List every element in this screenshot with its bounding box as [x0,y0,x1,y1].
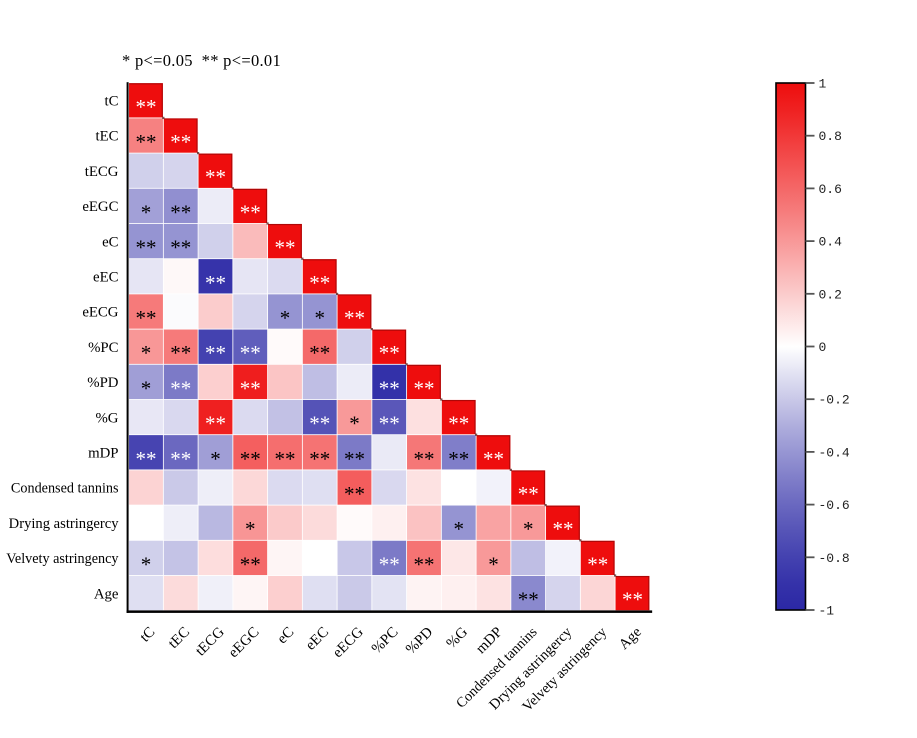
svg-text:**: ** [448,447,469,471]
svg-text:**: ** [413,552,434,576]
svg-text:-0.2: -0.2 [819,393,850,408]
svg-text:*: * [141,552,152,576]
svg-text:*: * [349,412,360,436]
svg-text:mDP: mDP [88,446,118,462]
svg-text:%PC: %PC [88,340,119,356]
svg-text:eECG: eECG [82,305,118,321]
svg-text:**: ** [379,552,400,576]
svg-text:**: ** [274,236,295,260]
svg-text:eC: eC [102,234,119,250]
svg-text:*: * [141,376,152,400]
svg-text:-0.4: -0.4 [819,445,850,460]
svg-text:-0.6: -0.6 [819,498,850,513]
svg-text:*: * [488,552,499,576]
svg-text:%G: %G [95,410,118,426]
svg-text:**: ** [205,412,226,436]
svg-text:**: ** [413,376,434,400]
svg-text:Velvety astringency: Velvety astringency [6,551,119,567]
svg-text:**: ** [413,447,434,471]
svg-text:**: ** [205,341,226,365]
svg-text:**: ** [448,412,469,436]
svg-text:**: ** [170,130,191,154]
svg-text:1: 1 [819,77,827,92]
svg-text:0.4: 0.4 [819,235,843,250]
svg-text:**: ** [240,447,261,471]
svg-text:**: ** [240,200,261,224]
svg-text:**: ** [379,376,400,400]
svg-text:**: ** [135,95,156,119]
svg-text:**: ** [170,341,191,365]
svg-text:**: ** [135,236,156,260]
svg-text:0: 0 [819,340,827,355]
svg-text:eEGC: eEGC [82,199,118,215]
svg-text:*: * [314,306,325,330]
svg-text:**: ** [170,376,191,400]
svg-text:*: * [210,447,221,471]
svg-text:*: * [280,306,291,330]
svg-text:**: ** [379,412,400,436]
svg-text:Age: Age [94,586,119,602]
svg-text:**: ** [205,165,226,189]
svg-text:-0.8: -0.8 [819,551,850,566]
svg-text:-1: -1 [819,604,835,619]
svg-text:**: ** [170,236,191,260]
svg-text:**: ** [240,341,261,365]
svg-text:eEC: eEC [93,270,119,286]
svg-text:**: ** [552,517,573,541]
svg-text:**: ** [344,482,365,506]
svg-text:**: ** [170,447,191,471]
svg-text:**: ** [135,306,156,330]
svg-text:**: ** [274,447,295,471]
svg-text:**: ** [135,130,156,154]
svg-text:**: ** [170,200,191,224]
svg-text:**: ** [344,306,365,330]
svg-text:tEC: tEC [95,129,118,145]
svg-text:**: ** [518,588,539,612]
svg-text:0.2: 0.2 [819,287,842,302]
svg-text:*: * [523,517,534,541]
svg-text:* p<=0.05 ** p<=0.01: * p<=0.05 ** p<=0.01 [122,51,281,70]
svg-text:**: ** [587,552,608,576]
svg-text:*: * [141,341,152,365]
svg-text:**: ** [240,552,261,576]
svg-text:**: ** [483,447,504,471]
svg-text:tECG: tECG [85,164,119,180]
svg-text:**: ** [622,588,643,612]
svg-text:**: ** [240,376,261,400]
svg-text:0.8: 0.8 [819,129,842,144]
svg-text:**: ** [309,271,330,295]
svg-text:**: ** [135,447,156,471]
svg-text:*: * [453,517,464,541]
svg-text:*: * [141,200,152,224]
svg-text:**: ** [379,341,400,365]
svg-text:Drying astringercy: Drying astringercy [9,516,120,532]
svg-text:**: ** [344,447,365,471]
svg-text:tC: tC [105,94,119,110]
svg-text:0.6: 0.6 [819,182,842,197]
svg-text:%PD: %PD [87,375,119,391]
svg-text:*: * [245,517,256,541]
svg-text:**: ** [309,412,330,436]
svg-text:**: ** [205,271,226,295]
svg-text:**: ** [518,482,539,506]
svg-text:**: ** [309,447,330,471]
svg-text:**: ** [309,341,330,365]
svg-text:Condensed tannins: Condensed tannins [11,481,119,497]
